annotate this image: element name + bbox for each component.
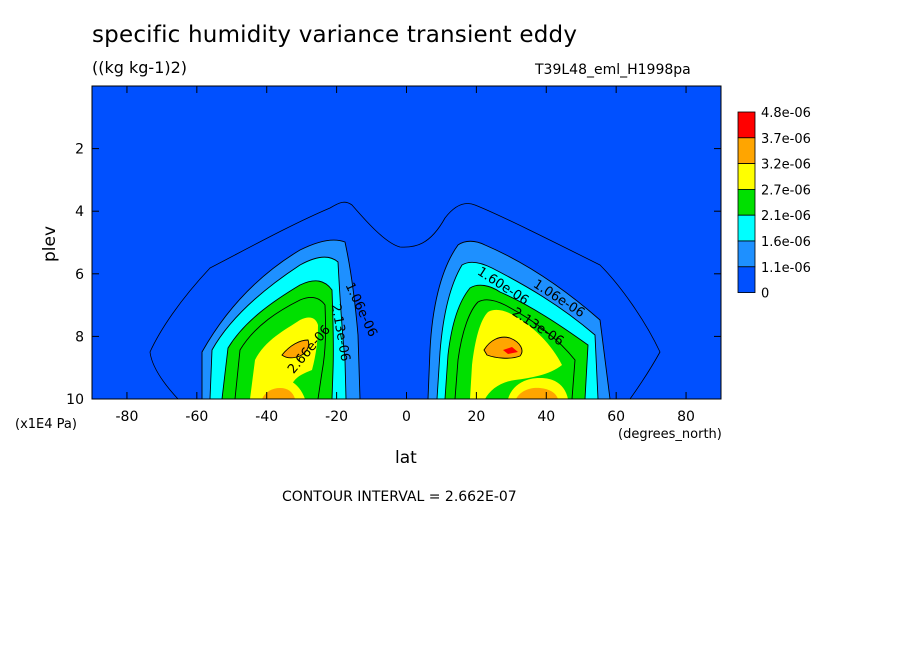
contour-fill-group (149, 201, 661, 399)
colorbar-label: 1.1e-06 (761, 261, 811, 276)
colorbar: 4.8e-06 3.7e-06 3.2e-06 2.7e-06 2.1e-06 1.6e-… (737, 106, 811, 302)
x-tick-label: -80 (116, 409, 139, 425)
colorbar-swatch (737, 240, 756, 268)
x-axis: -80 -60 -40 -20 0 20 40 60 80 (116, 86, 695, 425)
south-surface-orange (262, 388, 295, 399)
colorbar-label: 1.6e-06 (761, 235, 811, 250)
y-axis: 2 4 6 8 10 (66, 142, 721, 408)
colorbar-swatch (737, 214, 756, 242)
x-tick-label: 0 (402, 409, 411, 425)
x-tick-label: 20 (467, 409, 485, 425)
colorbar-label: 0 (761, 287, 769, 302)
colorbar-swatch (737, 163, 756, 190)
y-tick-label: 8 (75, 329, 84, 345)
colorbar-label: 3.7e-06 (761, 132, 811, 147)
colorbar-label: 2.1e-06 (761, 209, 811, 224)
contour-interval: CONTOUR INTERVAL = 2.662E-07 (282, 489, 517, 505)
colorbar-swatch (737, 137, 756, 165)
x-tick-label: -60 (185, 409, 208, 425)
y-tick-label: 4 (75, 204, 84, 220)
x-tick-label: 80 (677, 409, 695, 425)
north-surface-orange (516, 387, 558, 399)
plot-background (92, 86, 721, 399)
y-axis-unit: (x1E4 Pa) (15, 417, 77, 432)
y-axis-label: plev (40, 226, 60, 262)
x-tick-label: 40 (537, 409, 555, 425)
x-tick-label: -20 (325, 409, 348, 425)
colorbar-label: 3.2e-06 (761, 158, 811, 173)
chart-units: ((kg kg-1)2) (92, 58, 188, 77)
north-max-red (503, 347, 518, 354)
colorbar-swatch (737, 266, 756, 293)
x-tick-label: 60 (607, 409, 625, 425)
chart-title: specific humidity variance transient edd… (92, 22, 578, 48)
x-axis-label: lat (395, 448, 417, 468)
y-tick-label: 10 (66, 392, 84, 408)
x-axis-unit: (degrees_north) (618, 427, 722, 442)
y-tick-label: 6 (75, 267, 84, 283)
contour-lines (201, 239, 611, 399)
colorbar-swatch (737, 111, 756, 139)
outer-contour-line (149, 201, 661, 399)
y-tick-label: 2 (75, 142, 84, 158)
colorbar-swatch (737, 188, 756, 216)
experiment-id: T39L48_eml_H1998pa (535, 62, 691, 78)
south-max-orange (282, 340, 309, 358)
x-tick-label: -40 (255, 409, 278, 425)
colorbar-label: 2.7e-06 (761, 183, 811, 198)
colorbar-label: 4.8e-06 (761, 106, 811, 121)
